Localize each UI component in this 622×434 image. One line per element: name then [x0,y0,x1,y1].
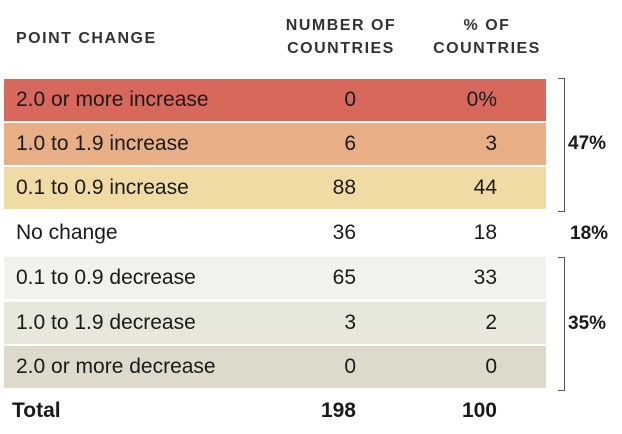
row-count: 6 [344,132,356,155]
header-pct-line2: COUNTRIES [433,40,541,57]
table-row: 2.0 or more increase 0 0% [4,79,546,121]
row-label: No change [16,221,118,244]
row-count: 36 [332,221,356,244]
row-label: 0.1 to 0.9 decrease [16,266,196,289]
table-row: 0.1 to 0.9 decrease 65 33 [4,257,546,299]
row-count: 0 [344,355,356,378]
row-percent: 18 [473,221,497,244]
header-number-line1: NUMBER OF [285,17,397,34]
row-label: 2.0 or more decrease [16,355,216,378]
total-label: Total [12,399,61,422]
increase-bracket [558,78,565,212]
header-number-of-countries: NUMBER OF COUNTRIES [276,14,406,60]
table-row: 1.0 to 1.9 increase 6 3 [4,123,546,165]
total-count: 198 [320,399,356,422]
row-count: 3 [344,311,356,334]
row-label: 1.0 to 1.9 decrease [16,311,196,334]
row-count: 88 [332,176,356,199]
row-percent: 33 [473,266,497,289]
total-row: Total 198 100 [10,390,546,432]
row-percent: 2 [485,311,497,334]
total-percent: 100 [461,399,497,422]
decrease-bracket [558,257,565,391]
row-percent: 3 [485,132,497,155]
no-change-group-total: 18% [570,223,609,244]
row-label: 1.0 to 1.9 increase [16,132,189,155]
row-percent: 0% [466,88,497,111]
table-row: 0.1 to 0.9 increase 88 44 [4,167,546,209]
row-percent: 0 [485,355,497,378]
row-label: 0.1 to 0.9 increase [16,176,189,199]
table-row: 2.0 or more decrease 0 0 [4,346,546,388]
decrease-group-total: 35% [568,313,607,334]
increase-group-total: 47% [568,133,607,154]
header-point-change: POINT CHANGE [16,30,157,47]
table-row: 1.0 to 1.9 decrease 3 2 [4,302,546,344]
row-percent: 44 [473,176,497,199]
table-row: No change 36 18 [4,212,546,254]
row-count: 0 [344,88,356,111]
row-label: 2.0 or more increase [16,88,209,111]
row-count: 65 [332,266,356,289]
header-pct-line1: % OF [463,17,511,34]
header-number-line2: COUNTRIES [287,40,395,57]
header-percent-of-countries: % OF COUNTRIES [418,14,556,60]
